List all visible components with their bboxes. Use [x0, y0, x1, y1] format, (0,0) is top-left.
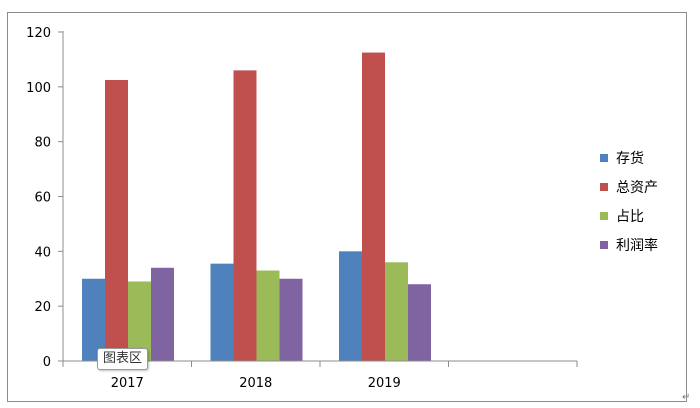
bar-总资产-2017[interactable]: [105, 79, 128, 362]
bar-占比-2019[interactable]: [385, 262, 408, 361]
legend-label: 占比: [616, 209, 644, 225]
chart-area-tooltip: 图表区: [97, 348, 149, 370]
bar-利润率-2018[interactable]: [279, 278, 303, 361]
bar-存货-2017[interactable]: [82, 278, 105, 361]
legend-label: 总资产: [616, 180, 658, 196]
y-tick-label: 120: [26, 26, 51, 41]
bar-存货-2018[interactable]: [210, 263, 234, 361]
y-tick-label: 60: [34, 191, 51, 206]
y-tick-label: 20: [34, 300, 51, 315]
x-tick-label: 2017: [111, 376, 144, 391]
y-tick-label: 100: [26, 81, 51, 96]
bar-总资产-2018[interactable]: [233, 70, 257, 361]
y-tick-label: 80: [34, 136, 51, 151]
legend-swatch: [600, 241, 608, 249]
bar-占比-2018[interactable]: [256, 270, 280, 361]
legend-label: 存货: [616, 150, 644, 167]
bar-利润率-2019[interactable]: [408, 284, 431, 361]
y-tick-label: 40: [34, 245, 51, 260]
bar-利润率-2017[interactable]: [151, 267, 174, 361]
x-tick-label: 2019: [368, 376, 401, 391]
y-tick-label: 0: [43, 355, 51, 370]
paragraph-mark: ↵: [682, 392, 691, 403]
legend-swatch: [600, 183, 608, 191]
bar-占比-2017[interactable]: [128, 281, 151, 361]
legend-swatch: [600, 154, 608, 162]
legend-label: 利润率: [616, 237, 658, 254]
legend-swatch: [600, 212, 608, 220]
bar-存货-2019[interactable]: [339, 251, 362, 361]
bar-总资产-2019[interactable]: [362, 52, 385, 361]
x-tick-label: 2018: [239, 376, 272, 391]
